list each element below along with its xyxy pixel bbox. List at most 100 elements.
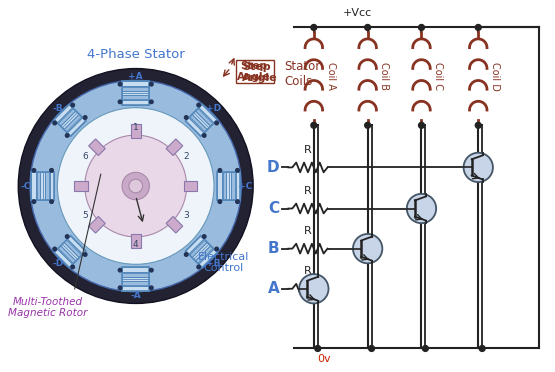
Polygon shape xyxy=(131,234,140,248)
Text: +A: +A xyxy=(128,72,143,81)
Circle shape xyxy=(218,200,221,203)
Text: -C: -C xyxy=(21,182,31,190)
Text: 3: 3 xyxy=(184,211,189,220)
Text: Step
Angle: Step Angle xyxy=(243,62,278,83)
Polygon shape xyxy=(189,114,208,133)
Circle shape xyxy=(203,235,206,238)
Polygon shape xyxy=(64,239,83,258)
Polygon shape xyxy=(89,139,105,155)
Circle shape xyxy=(150,269,153,272)
Text: 5: 5 xyxy=(82,211,88,220)
Polygon shape xyxy=(199,104,218,123)
Polygon shape xyxy=(184,181,198,191)
Circle shape xyxy=(218,169,221,172)
Circle shape xyxy=(422,346,428,352)
Circle shape xyxy=(353,234,382,263)
Polygon shape xyxy=(57,108,76,126)
Text: Step
Angle: Step Angle xyxy=(238,61,271,82)
Circle shape xyxy=(71,103,74,107)
Polygon shape xyxy=(67,236,86,254)
Text: -D: -D xyxy=(53,259,64,268)
Text: A: A xyxy=(268,281,280,296)
Text: Coil C: Coil C xyxy=(433,62,443,90)
Polygon shape xyxy=(122,267,149,272)
Text: 4-Phase Stator: 4-Phase Stator xyxy=(87,48,185,61)
Circle shape xyxy=(118,100,122,103)
Polygon shape xyxy=(192,111,211,129)
Circle shape xyxy=(311,122,317,128)
Circle shape xyxy=(85,135,186,237)
Circle shape xyxy=(50,200,53,203)
Circle shape xyxy=(150,286,153,289)
Circle shape xyxy=(50,169,53,172)
Circle shape xyxy=(299,274,329,304)
Circle shape xyxy=(236,169,239,172)
Text: Coil D: Coil D xyxy=(490,62,500,91)
Polygon shape xyxy=(74,181,88,191)
Circle shape xyxy=(407,194,436,223)
Polygon shape xyxy=(195,108,214,126)
Text: Coil A: Coil A xyxy=(326,62,336,90)
Polygon shape xyxy=(195,246,214,264)
Circle shape xyxy=(65,235,69,238)
Circle shape xyxy=(215,121,219,125)
Circle shape xyxy=(118,286,122,289)
Text: 2: 2 xyxy=(184,152,189,161)
Polygon shape xyxy=(54,104,73,123)
Polygon shape xyxy=(166,139,183,155)
Text: 1: 1 xyxy=(133,123,139,132)
Polygon shape xyxy=(122,272,149,277)
Circle shape xyxy=(32,169,36,172)
Polygon shape xyxy=(231,172,236,200)
Circle shape xyxy=(365,25,371,31)
Circle shape xyxy=(311,25,317,31)
Text: +Vcc: +Vcc xyxy=(343,8,372,17)
Text: R: R xyxy=(304,266,312,276)
Circle shape xyxy=(65,134,69,137)
Polygon shape xyxy=(31,172,36,200)
Circle shape xyxy=(236,200,239,203)
Circle shape xyxy=(129,179,143,193)
Polygon shape xyxy=(57,246,76,264)
Text: 0v: 0v xyxy=(317,355,330,364)
Polygon shape xyxy=(199,249,218,268)
Circle shape xyxy=(184,253,188,256)
Polygon shape xyxy=(122,86,149,91)
Circle shape xyxy=(203,134,206,137)
Text: Coil B: Coil B xyxy=(380,62,390,90)
Text: +D: +D xyxy=(206,104,221,113)
Text: D: D xyxy=(267,160,280,175)
Text: Multi-Toothed
Magnetic Rotor: Multi-Toothed Magnetic Rotor xyxy=(8,296,87,318)
Polygon shape xyxy=(67,118,86,136)
Circle shape xyxy=(71,265,74,269)
Polygon shape xyxy=(89,217,105,233)
Polygon shape xyxy=(185,118,204,136)
Circle shape xyxy=(315,346,321,352)
Circle shape xyxy=(150,100,153,103)
Circle shape xyxy=(53,247,57,251)
Polygon shape xyxy=(217,172,221,200)
Circle shape xyxy=(463,153,493,182)
Text: R: R xyxy=(304,226,312,236)
Circle shape xyxy=(475,122,481,128)
Polygon shape xyxy=(45,172,50,200)
Text: Electrical
Control: Electrical Control xyxy=(198,251,250,273)
Polygon shape xyxy=(64,114,83,133)
Circle shape xyxy=(57,108,214,264)
Polygon shape xyxy=(122,95,149,100)
Circle shape xyxy=(118,269,122,272)
Polygon shape xyxy=(236,172,240,200)
Polygon shape xyxy=(122,286,149,291)
Text: B: B xyxy=(268,241,280,256)
Polygon shape xyxy=(122,281,149,286)
Circle shape xyxy=(150,83,153,86)
Text: +C: +C xyxy=(238,182,253,190)
Text: C: C xyxy=(269,201,280,216)
Polygon shape xyxy=(122,81,149,86)
Polygon shape xyxy=(122,91,149,95)
Circle shape xyxy=(83,253,87,256)
Polygon shape xyxy=(185,236,204,254)
Circle shape xyxy=(479,346,485,352)
FancyBboxPatch shape xyxy=(235,60,274,83)
Text: 4: 4 xyxy=(133,240,139,249)
